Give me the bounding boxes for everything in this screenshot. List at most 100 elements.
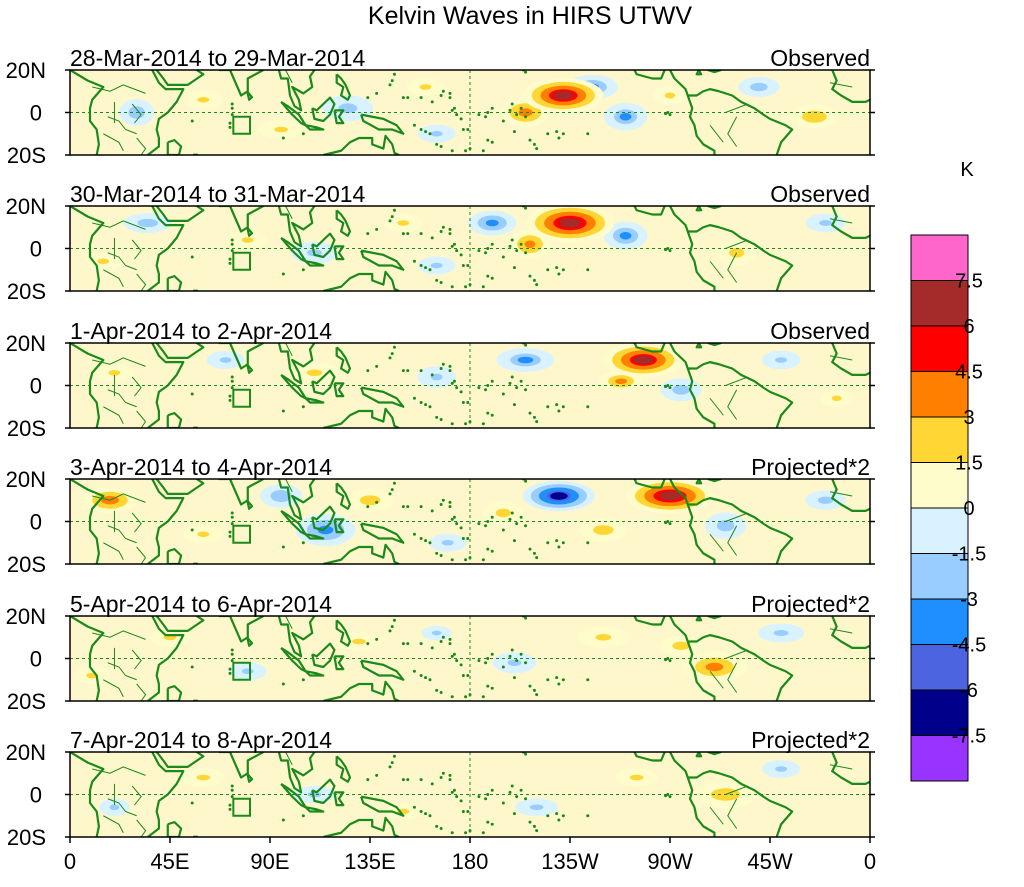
island [555, 403, 559, 407]
country-border [725, 785, 748, 795]
coastline [166, 821, 183, 837]
contour-level [430, 130, 443, 137]
country-border [285, 752, 293, 765]
island [546, 132, 550, 136]
island [519, 788, 523, 792]
x-tick-label: 90E [250, 849, 289, 874]
coastline [70, 752, 105, 837]
coastline [323, 680, 400, 701]
anomaly-blob [522, 480, 595, 512]
contour-level [550, 492, 568, 500]
contour-level [716, 520, 735, 532]
island [228, 530, 232, 534]
island [230, 784, 234, 788]
island [535, 283, 539, 287]
island [466, 401, 470, 404]
island [459, 117, 463, 121]
island [435, 551, 439, 555]
coastline [277, 206, 316, 248]
colorbar-swatch [910, 280, 969, 327]
island [508, 108, 512, 112]
island [481, 149, 485, 153]
island [366, 505, 370, 509]
country-border [829, 628, 853, 634]
island [430, 100, 434, 104]
island [490, 379, 494, 383]
colorbar-swatch [910, 507, 969, 554]
country-border [103, 406, 124, 424]
coastline [831, 479, 870, 512]
island [435, 142, 439, 146]
island [501, 119, 505, 123]
coastline [304, 670, 325, 677]
island [448, 364, 452, 368]
coastline [333, 109, 345, 125]
country-border [727, 798, 738, 829]
island [515, 386, 519, 390]
island [466, 537, 470, 540]
panel-type-label: Projected*2 [751, 727, 870, 753]
island [528, 820, 532, 824]
island [484, 524, 488, 528]
coastline [831, 752, 870, 785]
coastline [695, 752, 703, 758]
country-border [727, 252, 738, 283]
island [392, 618, 396, 622]
coastline [70, 343, 105, 428]
island [439, 503, 443, 506]
contour-level [359, 495, 381, 506]
colorbar-swatch [910, 735, 969, 782]
coastline [246, 499, 254, 510]
anomaly-blob [95, 363, 134, 383]
island [490, 413, 494, 417]
anomaly-blob [99, 798, 130, 816]
island [375, 637, 379, 641]
panel-2: 30-Mar-2014 to 31-Mar-2014 Observed 20N 0 20… [6, 181, 875, 304]
island [508, 517, 512, 521]
anomaly-blob [84, 252, 123, 271]
island [524, 524, 528, 528]
island [668, 659, 672, 663]
reference-box [232, 115, 251, 135]
coastline [155, 206, 205, 222]
island [392, 208, 396, 212]
contour-level [419, 84, 432, 90]
y-tick-label: 20N [6, 331, 46, 356]
x-tick-label: 135E [344, 849, 395, 874]
island [450, 285, 454, 289]
anomaly-blob [183, 90, 223, 110]
island [450, 381, 454, 385]
coastline [831, 70, 870, 103]
island [561, 268, 565, 272]
country-border [829, 218, 853, 224]
contour-level [629, 774, 644, 781]
coastline [686, 368, 716, 428]
island [481, 695, 485, 699]
coastline [633, 206, 666, 216]
island [450, 831, 454, 835]
island [390, 488, 394, 492]
coastline [70, 616, 105, 701]
island [375, 227, 379, 231]
island [459, 799, 463, 803]
island [228, 261, 232, 265]
island [448, 96, 452, 100]
island [557, 818, 561, 822]
island [557, 136, 561, 140]
island [535, 693, 539, 697]
island [519, 652, 523, 656]
island [450, 422, 454, 426]
anomaly-blob [417, 256, 456, 275]
contour-level [664, 92, 676, 99]
island [524, 115, 528, 119]
island [510, 511, 514, 515]
colorbar-swatch [910, 553, 969, 600]
y-tick-label: 0 [30, 101, 42, 126]
island [448, 91, 452, 95]
island [532, 688, 536, 692]
island [490, 686, 494, 690]
country-border [92, 630, 146, 640]
island [419, 232, 423, 236]
island [424, 130, 428, 134]
island [486, 520, 490, 523]
